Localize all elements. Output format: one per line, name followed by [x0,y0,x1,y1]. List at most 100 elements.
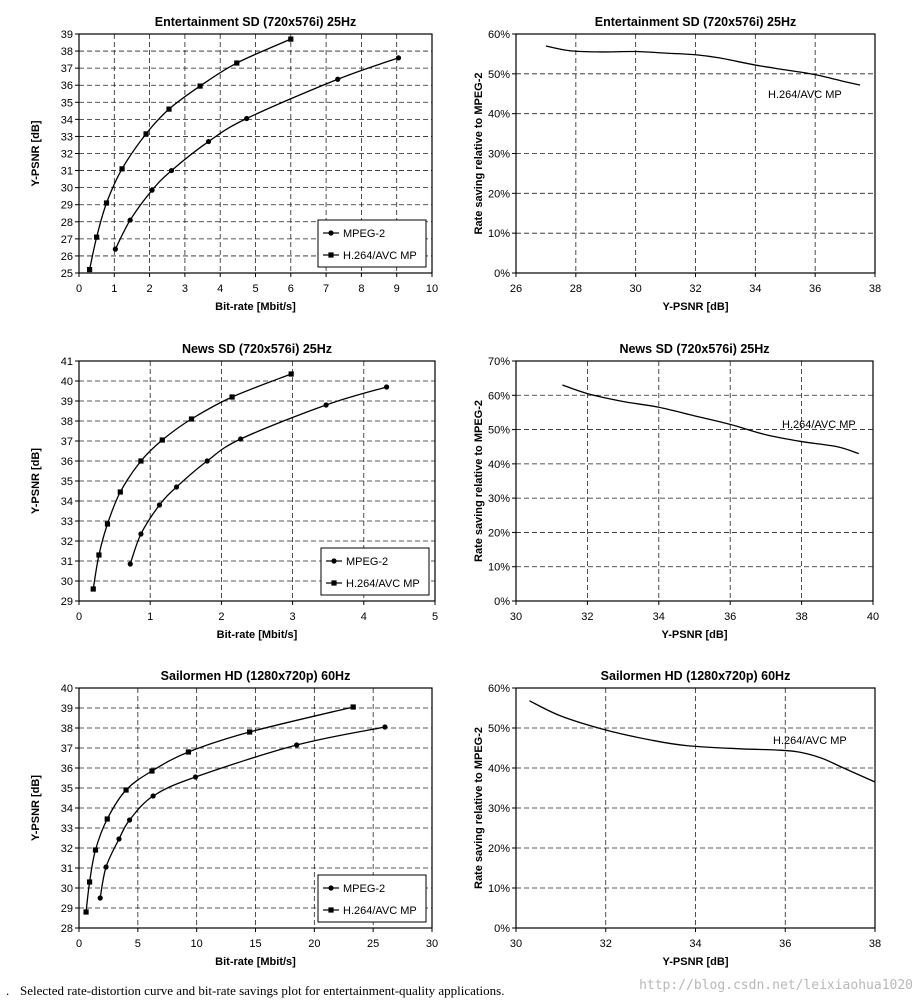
y-tick-label: 20% [488,843,510,855]
y-tick-label: 60% [488,29,510,41]
data-point-square [138,458,144,464]
y-tick-label: 29 [61,596,73,608]
y-tick-label: 32 [61,843,73,855]
legend-box [317,219,427,268]
x-tick-label: 26 [510,283,522,295]
y-tick-label: 33 [61,516,73,528]
y-tick-label: 34 [61,114,73,126]
y-tick-label: 0% [494,923,510,935]
legend-marker-circle [328,885,334,891]
legend: MPEG-2 H.264/AVC MP [317,874,427,923]
chart-title: Sailormen HD (1280x720p) 60Hz [161,669,351,683]
curve-annotation: H.264/AVC MP [782,419,856,431]
data-point-square [288,36,294,42]
data-point-circle [156,502,163,508]
y-tick-label: 27 [61,234,73,246]
x-tick-label: 2 [147,283,153,295]
legend: MPEG-2 H.264/AVC MP [317,219,427,268]
y-tick-label: 36 [61,80,73,92]
x-tick-label: 30 [426,938,438,950]
y-tick-label: 31 [61,166,73,178]
x-tick-label: 40 [867,611,879,623]
x-tick-label: 36 [724,611,736,623]
y-tick-label: 28 [61,217,73,229]
y-tick-label: 39 [61,396,73,408]
data-point-square [166,106,172,112]
data-point-square [92,847,99,853]
y-tick-label: 36 [61,456,73,468]
data-point-circle [127,217,133,223]
y-tick-label: 32 [61,536,73,548]
y-axis-label: Rate saving relative to MPEG-2 [473,400,485,562]
x-tick-label: 0 [76,283,82,295]
data-point-square [119,166,125,172]
x-tick-label: 30 [510,611,522,623]
series-h-264-avc-mp-line [545,45,861,86]
x-tick-label: 0 [76,938,82,950]
y-tick-label: 26 [61,251,73,263]
data-point-square [90,586,96,592]
x-tick-label: 32 [600,938,612,950]
chart-title: Entertainment SD (720x576i) 25Hz [595,15,796,29]
data-point-circle [150,793,156,799]
chart-title: Sailormen HD (1280x720p) 60Hz [601,669,791,683]
data-point-square [350,704,356,710]
data-point-square [104,816,110,822]
y-tick-label: 37 [61,63,73,75]
legend-marker-square [328,252,334,258]
x-axis-label: Bit-rate [Mbit/s] [215,956,296,968]
data-point-square [247,729,253,735]
chart-title: Entertainment SD (720x576i) 25Hz [155,15,356,29]
x-tick-label: 34 [689,938,701,950]
y-axis-label: Y-PSNR [dB] [30,448,42,514]
x-axis-label: Y-PSNR [dB] [663,301,729,313]
y-tick-label: 37 [61,436,73,448]
y-tick-label: 50% [488,69,510,81]
series-h-264-avc-mp-line [562,384,859,455]
y-tick-label: 29 [61,200,73,212]
x-tick-label: 30 [510,938,522,950]
y-tick-label: 30% [488,493,510,505]
x-tick-label: 4 [361,611,367,623]
curve-annotation: H.264/AVC MP [768,89,842,101]
y-tick-label: 50% [488,425,510,437]
chart-6: 30 32 34 36 38 0% 10% 20% 30% 40% 50% 60% Sailormen … [473,669,881,968]
y-tick-label: 70% [488,356,510,368]
data-point-circle [168,167,175,174]
data-point-circle [149,187,155,193]
y-axis-label: Y-PSNR [dB] [30,775,42,841]
data-point-square [234,60,240,66]
y-tick-label: 25 [61,268,73,280]
data-point-circle [244,115,250,122]
x-tick-label: 3 [182,283,188,295]
data-point-circle [103,864,109,870]
x-tick-label: 30 [630,283,642,295]
x-tick-label: 10 [426,283,438,295]
x-tick-label: 1 [111,283,117,295]
x-tick-label: 32 [581,611,593,623]
x-tick-label: 38 [869,283,881,295]
chart-2: 26 28 30 32 34 36 38 0% 10% 20% 30% 40% 50% 60% Entert… [473,15,881,313]
x-tick-label: 5 [252,283,258,295]
y-tick-label: 30% [488,149,510,161]
y-tick-label: 60% [488,683,510,695]
data-point-circle [382,724,388,730]
y-tick-label: 20% [488,188,510,200]
x-tick-label: 15 [249,938,261,950]
y-tick-label: 29 [61,903,73,915]
y-tick-label: 37 [61,743,73,755]
data-point-square [103,200,110,206]
y-tick-label: 0% [494,596,510,608]
series-h-264-avc-mp-line [92,373,292,590]
chart-title: News SD (720x576i) 25Hz [182,342,332,356]
x-tick-label: 36 [779,938,791,950]
y-tick-label: 50% [488,723,510,735]
y-axis-label: Rate saving relative to MPEG-2 [473,73,485,235]
series-mpeg-2-line [129,386,387,565]
data-point-square [83,909,89,915]
data-point-circle [335,76,341,82]
x-tick-label: 34 [749,283,761,295]
data-point-circle [97,895,103,901]
legend-label: H.264/AVC MP [346,578,420,590]
series-h-264-avc-mp-line [85,706,354,913]
